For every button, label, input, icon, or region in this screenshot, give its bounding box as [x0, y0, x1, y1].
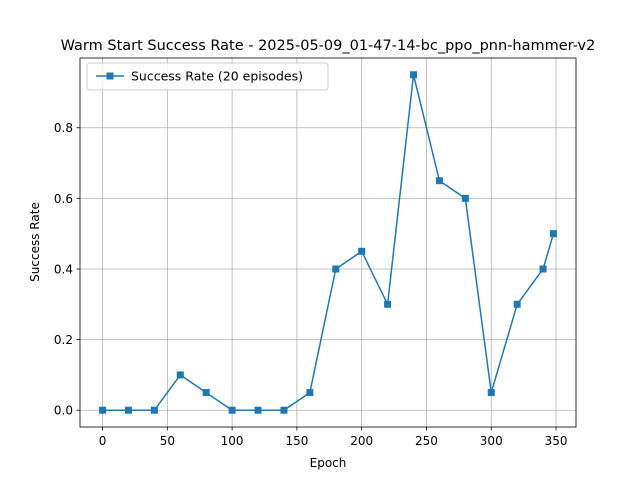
- data-point: [124, 406, 132, 414]
- axes-frame: [79, 57, 577, 428]
- x-tick-label: 50: [160, 434, 175, 448]
- data-point: [99, 406, 107, 414]
- y-axis: 0.0 0.2 0.4 0.6 0.8: [54, 121, 80, 418]
- data-point: [176, 371, 184, 379]
- series-layer: [99, 71, 557, 414]
- x-tick-label: 300: [480, 434, 503, 448]
- data-point: [280, 406, 288, 414]
- x-tick-label: 350: [545, 434, 568, 448]
- data-point: [358, 247, 366, 255]
- y-tick-label: 0.0: [54, 404, 73, 418]
- y-tick-label: 0.2: [54, 333, 73, 347]
- grid: [80, 58, 576, 427]
- x-tick-label: 250: [415, 434, 438, 448]
- x-axis-label: Epoch: [310, 456, 347, 470]
- data-point: [410, 71, 418, 79]
- x-tick-label: 200: [350, 434, 373, 448]
- data-point: [435, 177, 443, 185]
- x-tick-label: 0: [99, 434, 107, 448]
- legend-label: Success Rate (20 episodes): [131, 69, 303, 84]
- data-point: [306, 389, 314, 397]
- plot-area: [79, 57, 577, 428]
- data-point: [150, 406, 158, 414]
- chart-title: Warm Start Success Rate - 2025-05-09_01-…: [61, 38, 596, 54]
- data-point: [384, 300, 392, 308]
- y-tick-label: 0.4: [54, 262, 73, 276]
- data-point: [228, 406, 236, 414]
- legend: Success Rate (20 episodes): [86, 62, 329, 91]
- data-point: [332, 265, 340, 273]
- data-point: [487, 389, 495, 397]
- data-point: [513, 300, 521, 308]
- data-point: [539, 265, 547, 273]
- x-tick-label: 150: [285, 434, 308, 448]
- data-point: [461, 194, 469, 202]
- x-axis: 0 50 100 150 200 250 300 350: [99, 427, 568, 448]
- legend-box: [86, 62, 329, 91]
- data-point: [254, 406, 262, 414]
- y-tick-label: 0.8: [54, 121, 73, 135]
- legend-marker: [106, 72, 114, 80]
- data-point: [202, 389, 210, 397]
- data-point: [549, 230, 557, 238]
- y-axis-label: Success Rate: [28, 202, 42, 282]
- y-tick-label: 0.6: [54, 192, 73, 206]
- x-tick-label: 100: [221, 434, 244, 448]
